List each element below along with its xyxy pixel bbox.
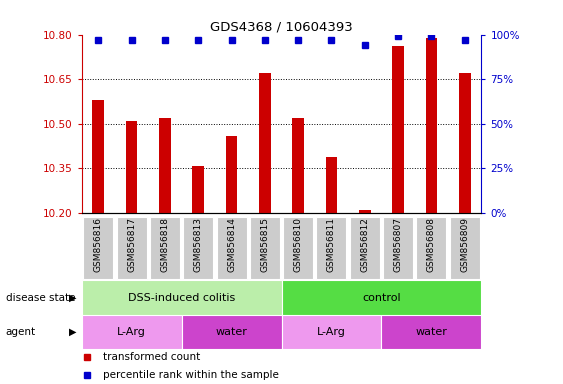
Text: GSM856813: GSM856813 xyxy=(194,217,203,272)
FancyBboxPatch shape xyxy=(283,217,313,279)
FancyBboxPatch shape xyxy=(183,217,213,279)
FancyBboxPatch shape xyxy=(350,217,380,279)
Text: GSM856817: GSM856817 xyxy=(127,217,136,272)
Text: GSM856812: GSM856812 xyxy=(360,217,369,272)
FancyBboxPatch shape xyxy=(282,280,481,315)
Text: agent: agent xyxy=(6,327,36,337)
FancyBboxPatch shape xyxy=(382,315,481,349)
Text: GSM856810: GSM856810 xyxy=(294,217,303,272)
FancyBboxPatch shape xyxy=(250,217,280,279)
Text: GSM856807: GSM856807 xyxy=(394,217,403,272)
Text: GSM856809: GSM856809 xyxy=(460,217,469,272)
Text: ▶: ▶ xyxy=(69,327,76,337)
FancyBboxPatch shape xyxy=(282,315,382,349)
Text: GSM856808: GSM856808 xyxy=(427,217,436,272)
Text: water: water xyxy=(415,327,448,337)
Text: transformed count: transformed count xyxy=(103,352,200,362)
Text: control: control xyxy=(362,293,401,303)
Bar xyxy=(193,166,204,213)
Text: GSM856818: GSM856818 xyxy=(160,217,169,272)
Bar xyxy=(126,121,137,213)
FancyBboxPatch shape xyxy=(117,217,146,279)
Bar xyxy=(459,73,471,213)
Text: L-Arg: L-Arg xyxy=(317,327,346,337)
Bar xyxy=(226,136,238,213)
Text: water: water xyxy=(216,327,248,337)
Text: GSM856811: GSM856811 xyxy=(327,217,336,272)
FancyBboxPatch shape xyxy=(383,217,413,279)
FancyBboxPatch shape xyxy=(83,217,113,279)
Bar xyxy=(292,118,304,213)
Title: GDS4368 / 10604393: GDS4368 / 10604393 xyxy=(210,20,353,33)
FancyBboxPatch shape xyxy=(217,217,247,279)
Bar xyxy=(359,210,370,213)
Bar xyxy=(92,100,104,213)
FancyBboxPatch shape xyxy=(150,217,180,279)
Text: GSM856814: GSM856814 xyxy=(227,217,236,272)
Text: DSS-induced colitis: DSS-induced colitis xyxy=(128,293,235,303)
Bar xyxy=(392,46,404,213)
Bar xyxy=(159,118,171,213)
Text: L-Arg: L-Arg xyxy=(117,327,146,337)
FancyBboxPatch shape xyxy=(82,280,282,315)
Text: ▶: ▶ xyxy=(69,293,76,303)
Bar xyxy=(325,157,337,213)
FancyBboxPatch shape xyxy=(316,217,346,279)
Text: GSM856816: GSM856816 xyxy=(94,217,103,272)
FancyBboxPatch shape xyxy=(82,315,181,349)
FancyBboxPatch shape xyxy=(181,315,282,349)
Text: percentile rank within the sample: percentile rank within the sample xyxy=(103,370,279,380)
Text: GSM856815: GSM856815 xyxy=(260,217,269,272)
FancyBboxPatch shape xyxy=(450,217,480,279)
Bar xyxy=(259,73,271,213)
Text: disease state: disease state xyxy=(6,293,75,303)
Bar xyxy=(426,38,437,213)
FancyBboxPatch shape xyxy=(417,217,446,279)
